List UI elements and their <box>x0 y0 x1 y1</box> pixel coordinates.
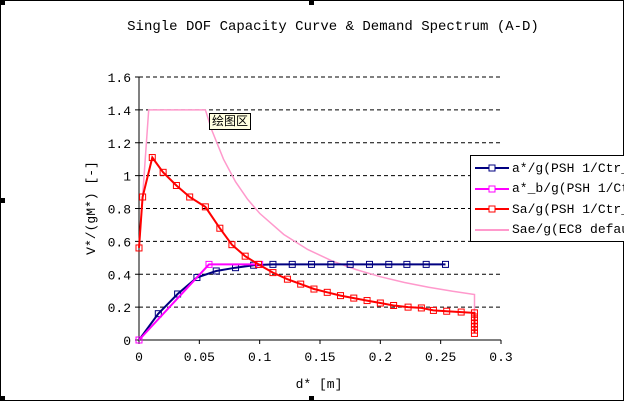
data-point <box>186 193 194 201</box>
data-point <box>269 260 277 268</box>
legend[interactable]: a*/g(PSH 1/Ctr_1 a*_b/g(PSH 1/Ctr Sa/g(PSH… <box>470 155 624 242</box>
data-point <box>283 275 291 283</box>
resize-handle[interactable] <box>0 0 5 5</box>
plot-area-tooltip: 绘图区 <box>209 113 252 130</box>
data-point <box>363 297 371 305</box>
legend-label: Sa/g(PSH 1/Ctr_1 <box>512 201 624 217</box>
legend-item[interactable]: Sae/g(EC8 default <box>475 220 624 240</box>
y-tick-label: 0.4 <box>108 268 132 283</box>
x-axis-label: d* [m] <box>296 377 343 392</box>
resize-handle[interactable] <box>309 0 314 5</box>
data-point <box>346 260 354 268</box>
data-point <box>327 260 335 268</box>
data-point <box>216 224 224 232</box>
resize-handle[interactable] <box>309 396 314 401</box>
x-tick-label: 0.05 <box>184 350 215 365</box>
data-point <box>159 168 167 176</box>
legend-item[interactable]: a*_b/g(PSH 1/Ctr <box>475 179 624 199</box>
data-point <box>254 260 262 268</box>
data-point <box>376 299 384 307</box>
data-point <box>193 274 201 282</box>
y-tick-label: 1.6 <box>108 71 131 86</box>
data-point <box>457 308 465 316</box>
data-point <box>470 309 478 317</box>
data-point <box>441 260 449 268</box>
x-tick-label: 0.15 <box>304 350 335 365</box>
x-tick-label: 0.2 <box>369 350 392 365</box>
resize-handle[interactable] <box>0 198 5 203</box>
data-point <box>154 310 162 318</box>
data-point <box>212 267 220 275</box>
data-point <box>205 260 213 268</box>
data-point <box>172 181 180 189</box>
data-point <box>201 203 209 211</box>
data-point <box>135 336 143 344</box>
x-tick-label: 0.3 <box>489 350 512 365</box>
legend-swatch <box>475 205 509 213</box>
data-point <box>443 307 451 315</box>
legend-swatch <box>475 228 509 231</box>
data-point <box>228 241 236 249</box>
series-line <box>138 263 446 341</box>
data-point <box>323 288 331 296</box>
data-point <box>148 154 156 162</box>
chart-title: Single DOF Capacity Curve & Demand Spect… <box>127 19 539 35</box>
data-point <box>404 303 412 311</box>
data-point <box>288 260 296 268</box>
resize-handle[interactable] <box>0 396 5 401</box>
data-point <box>297 280 305 288</box>
legend-label: a*/g(PSH 1/Ctr_1 <box>512 160 624 176</box>
x-tick-label: 0.1 <box>248 350 272 365</box>
legend-label: Sae/g(EC8 default <box>512 222 624 237</box>
data-point <box>429 306 437 314</box>
legend-swatch <box>475 164 509 172</box>
y-tick-label: 0.8 <box>108 203 131 218</box>
data-point <box>422 260 430 268</box>
legend-item[interactable]: Sa/g(PSH 1/Ctr_1 <box>475 199 624 219</box>
data-point <box>139 193 147 201</box>
y-tick-label: 0.2 <box>108 301 131 316</box>
y-tick-label: 1.2 <box>108 137 131 152</box>
y-tick-label: 1 <box>123 170 131 185</box>
y-tick-label: 0 <box>123 334 131 349</box>
data-point <box>403 260 411 268</box>
legend-label: a*_b/g(PSH 1/Ctr <box>512 181 624 196</box>
data-point <box>310 285 318 293</box>
data-point <box>350 294 358 302</box>
data-point <box>269 269 277 277</box>
legend-swatch <box>475 185 509 192</box>
y-tick-label: 0.6 <box>108 235 131 250</box>
data-point <box>241 252 249 260</box>
y-tick-label: 1.4 <box>108 104 132 119</box>
data-point <box>470 329 478 337</box>
data-point <box>308 260 316 268</box>
y-axis-label: V*/(gM*) [-] <box>84 161 99 255</box>
data-point <box>417 304 425 312</box>
data-point <box>365 260 373 268</box>
series-line <box>138 263 260 341</box>
legend-item[interactable]: a*/g(PSH 1/Ctr_1 <box>475 158 624 178</box>
data-point <box>337 292 345 300</box>
x-tick-label: 0.25 <box>425 350 456 365</box>
data-point <box>385 260 393 268</box>
series-line <box>138 109 476 313</box>
data-point <box>135 244 143 252</box>
data-point <box>390 301 398 309</box>
x-tick-label: 0 <box>135 350 143 365</box>
